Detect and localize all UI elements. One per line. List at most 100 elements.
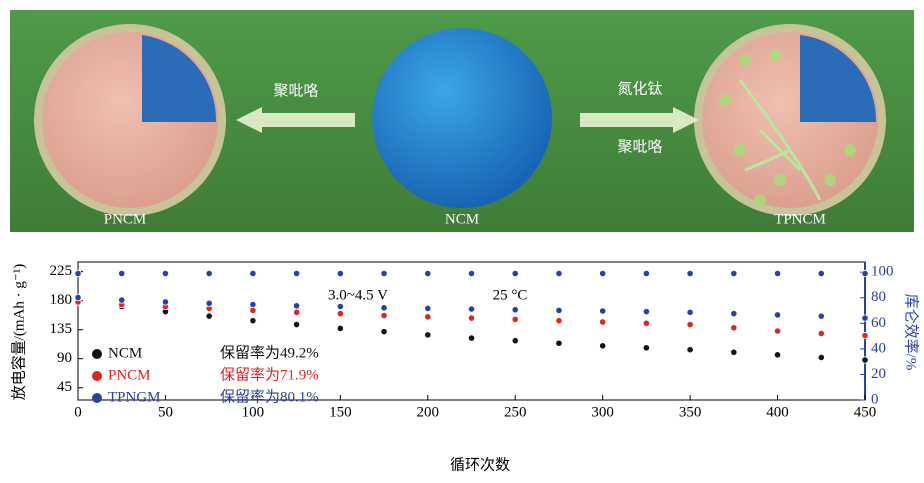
data-point bbox=[381, 270, 387, 276]
arrow-label: 氮化钛 bbox=[617, 80, 662, 97]
data-point bbox=[468, 335, 474, 341]
data-point bbox=[774, 328, 780, 334]
data-point bbox=[599, 343, 605, 349]
data-point bbox=[250, 270, 256, 276]
x-tick-label: 400 bbox=[766, 404, 789, 420]
data-point bbox=[425, 314, 431, 320]
data-point bbox=[731, 325, 737, 331]
x-tick-label: 100 bbox=[242, 404, 265, 420]
data-point bbox=[293, 270, 299, 276]
data-point bbox=[512, 316, 518, 322]
data-point bbox=[468, 270, 474, 276]
legend-retention: 保留率为49.2% bbox=[220, 344, 319, 361]
data-point bbox=[599, 270, 605, 276]
y-tick-label: 135 bbox=[50, 321, 73, 337]
data-point bbox=[687, 321, 693, 327]
x-tick-label: 50 bbox=[158, 404, 173, 420]
data-point bbox=[731, 270, 737, 276]
data-point bbox=[774, 270, 780, 276]
data-point bbox=[468, 306, 474, 312]
data-point bbox=[774, 312, 780, 318]
legend-label: PNCM bbox=[108, 367, 151, 383]
data-point bbox=[731, 349, 737, 355]
y-axis-label: 放电容量/(mAh · g⁻¹) bbox=[10, 264, 27, 401]
legend-marker bbox=[92, 371, 102, 381]
data-point bbox=[862, 315, 868, 321]
data-point bbox=[818, 330, 824, 336]
data-point bbox=[818, 354, 824, 360]
data-point bbox=[556, 340, 562, 346]
legend-label: NCM bbox=[108, 345, 142, 361]
y2-axis-label: 库仑效率/% bbox=[903, 294, 920, 371]
data-point bbox=[556, 307, 562, 313]
data-point bbox=[119, 270, 125, 276]
y2-tick-label: 100 bbox=[871, 264, 894, 280]
data-point bbox=[643, 270, 649, 276]
data-point bbox=[293, 303, 299, 309]
data-point bbox=[643, 308, 649, 314]
y2-tick-label: 20 bbox=[871, 366, 886, 382]
data-point bbox=[556, 270, 562, 276]
data-point bbox=[818, 313, 824, 319]
data-point bbox=[687, 309, 693, 315]
data-point bbox=[512, 337, 518, 343]
data-point bbox=[643, 320, 649, 326]
data-point bbox=[425, 305, 431, 311]
sample-label: NCM bbox=[445, 211, 479, 227]
data-point bbox=[381, 312, 387, 318]
data-point bbox=[337, 325, 343, 331]
page: {"illustration": {"left_label": "PNCM", … bbox=[0, 0, 924, 478]
data-point bbox=[774, 352, 780, 358]
data-point bbox=[162, 270, 168, 276]
data-point bbox=[206, 270, 212, 276]
data-point bbox=[381, 305, 387, 311]
x-tick-label: 150 bbox=[329, 404, 352, 420]
annotation: 25 °C bbox=[493, 287, 528, 303]
data-point bbox=[293, 309, 299, 315]
y2-tick-label: 40 bbox=[871, 340, 886, 356]
data-point bbox=[599, 319, 605, 325]
sample-label: PNCM bbox=[104, 211, 147, 227]
data-point bbox=[337, 303, 343, 309]
data-point bbox=[687, 270, 693, 276]
data-point bbox=[468, 315, 474, 321]
legend-retention: 保留率为71.9% bbox=[220, 366, 319, 383]
y-tick-label: 90 bbox=[57, 350, 72, 366]
sphere-ncm bbox=[372, 28, 552, 208]
illustration: 聚吡咯 氮化钛 聚吡咯 PNCM NCM TPNCM bbox=[10, 10, 914, 232]
data-point bbox=[250, 301, 256, 307]
legend-retention: 保留率为80.1% bbox=[220, 388, 319, 405]
data-point bbox=[818, 270, 824, 276]
x-tick-label: 350 bbox=[679, 404, 702, 420]
data-point bbox=[206, 313, 212, 319]
data-point bbox=[643, 345, 649, 351]
sample-label: TPNCM bbox=[774, 211, 826, 227]
data-point bbox=[75, 294, 81, 300]
data-point bbox=[337, 270, 343, 276]
data-point bbox=[862, 270, 868, 276]
data-point bbox=[119, 297, 125, 303]
y2-tick-label: 60 bbox=[871, 315, 886, 331]
plot-frame bbox=[78, 262, 865, 400]
data-point bbox=[556, 317, 562, 323]
x-tick-label: 200 bbox=[417, 404, 440, 420]
data-point bbox=[75, 270, 81, 276]
legend-marker bbox=[92, 349, 102, 359]
annotation: 3.0~4.5 V bbox=[328, 287, 388, 303]
data-point bbox=[731, 310, 737, 316]
y2-tick-label: 80 bbox=[871, 289, 886, 305]
arrow-label: 聚吡咯 bbox=[273, 82, 318, 99]
x-tick-label: 0 bbox=[74, 404, 82, 420]
data-point bbox=[250, 317, 256, 323]
data-point bbox=[862, 332, 868, 338]
x-tick-label: 300 bbox=[591, 404, 614, 420]
y-tick-label: 225 bbox=[50, 263, 73, 279]
x-axis-label: 循环次数 bbox=[450, 456, 510, 473]
data-point bbox=[687, 347, 693, 353]
data-point bbox=[512, 270, 518, 276]
figure: 聚吡咯 氮化钛 聚吡咯 PNCM NCM TPNCM 循环次数 放电容量/(mA… bbox=[0, 0, 924, 478]
data-point bbox=[381, 328, 387, 334]
y2-tick-label: 0 bbox=[871, 391, 879, 407]
arrow-label: 聚吡咯 bbox=[617, 138, 662, 155]
data-point bbox=[162, 299, 168, 305]
